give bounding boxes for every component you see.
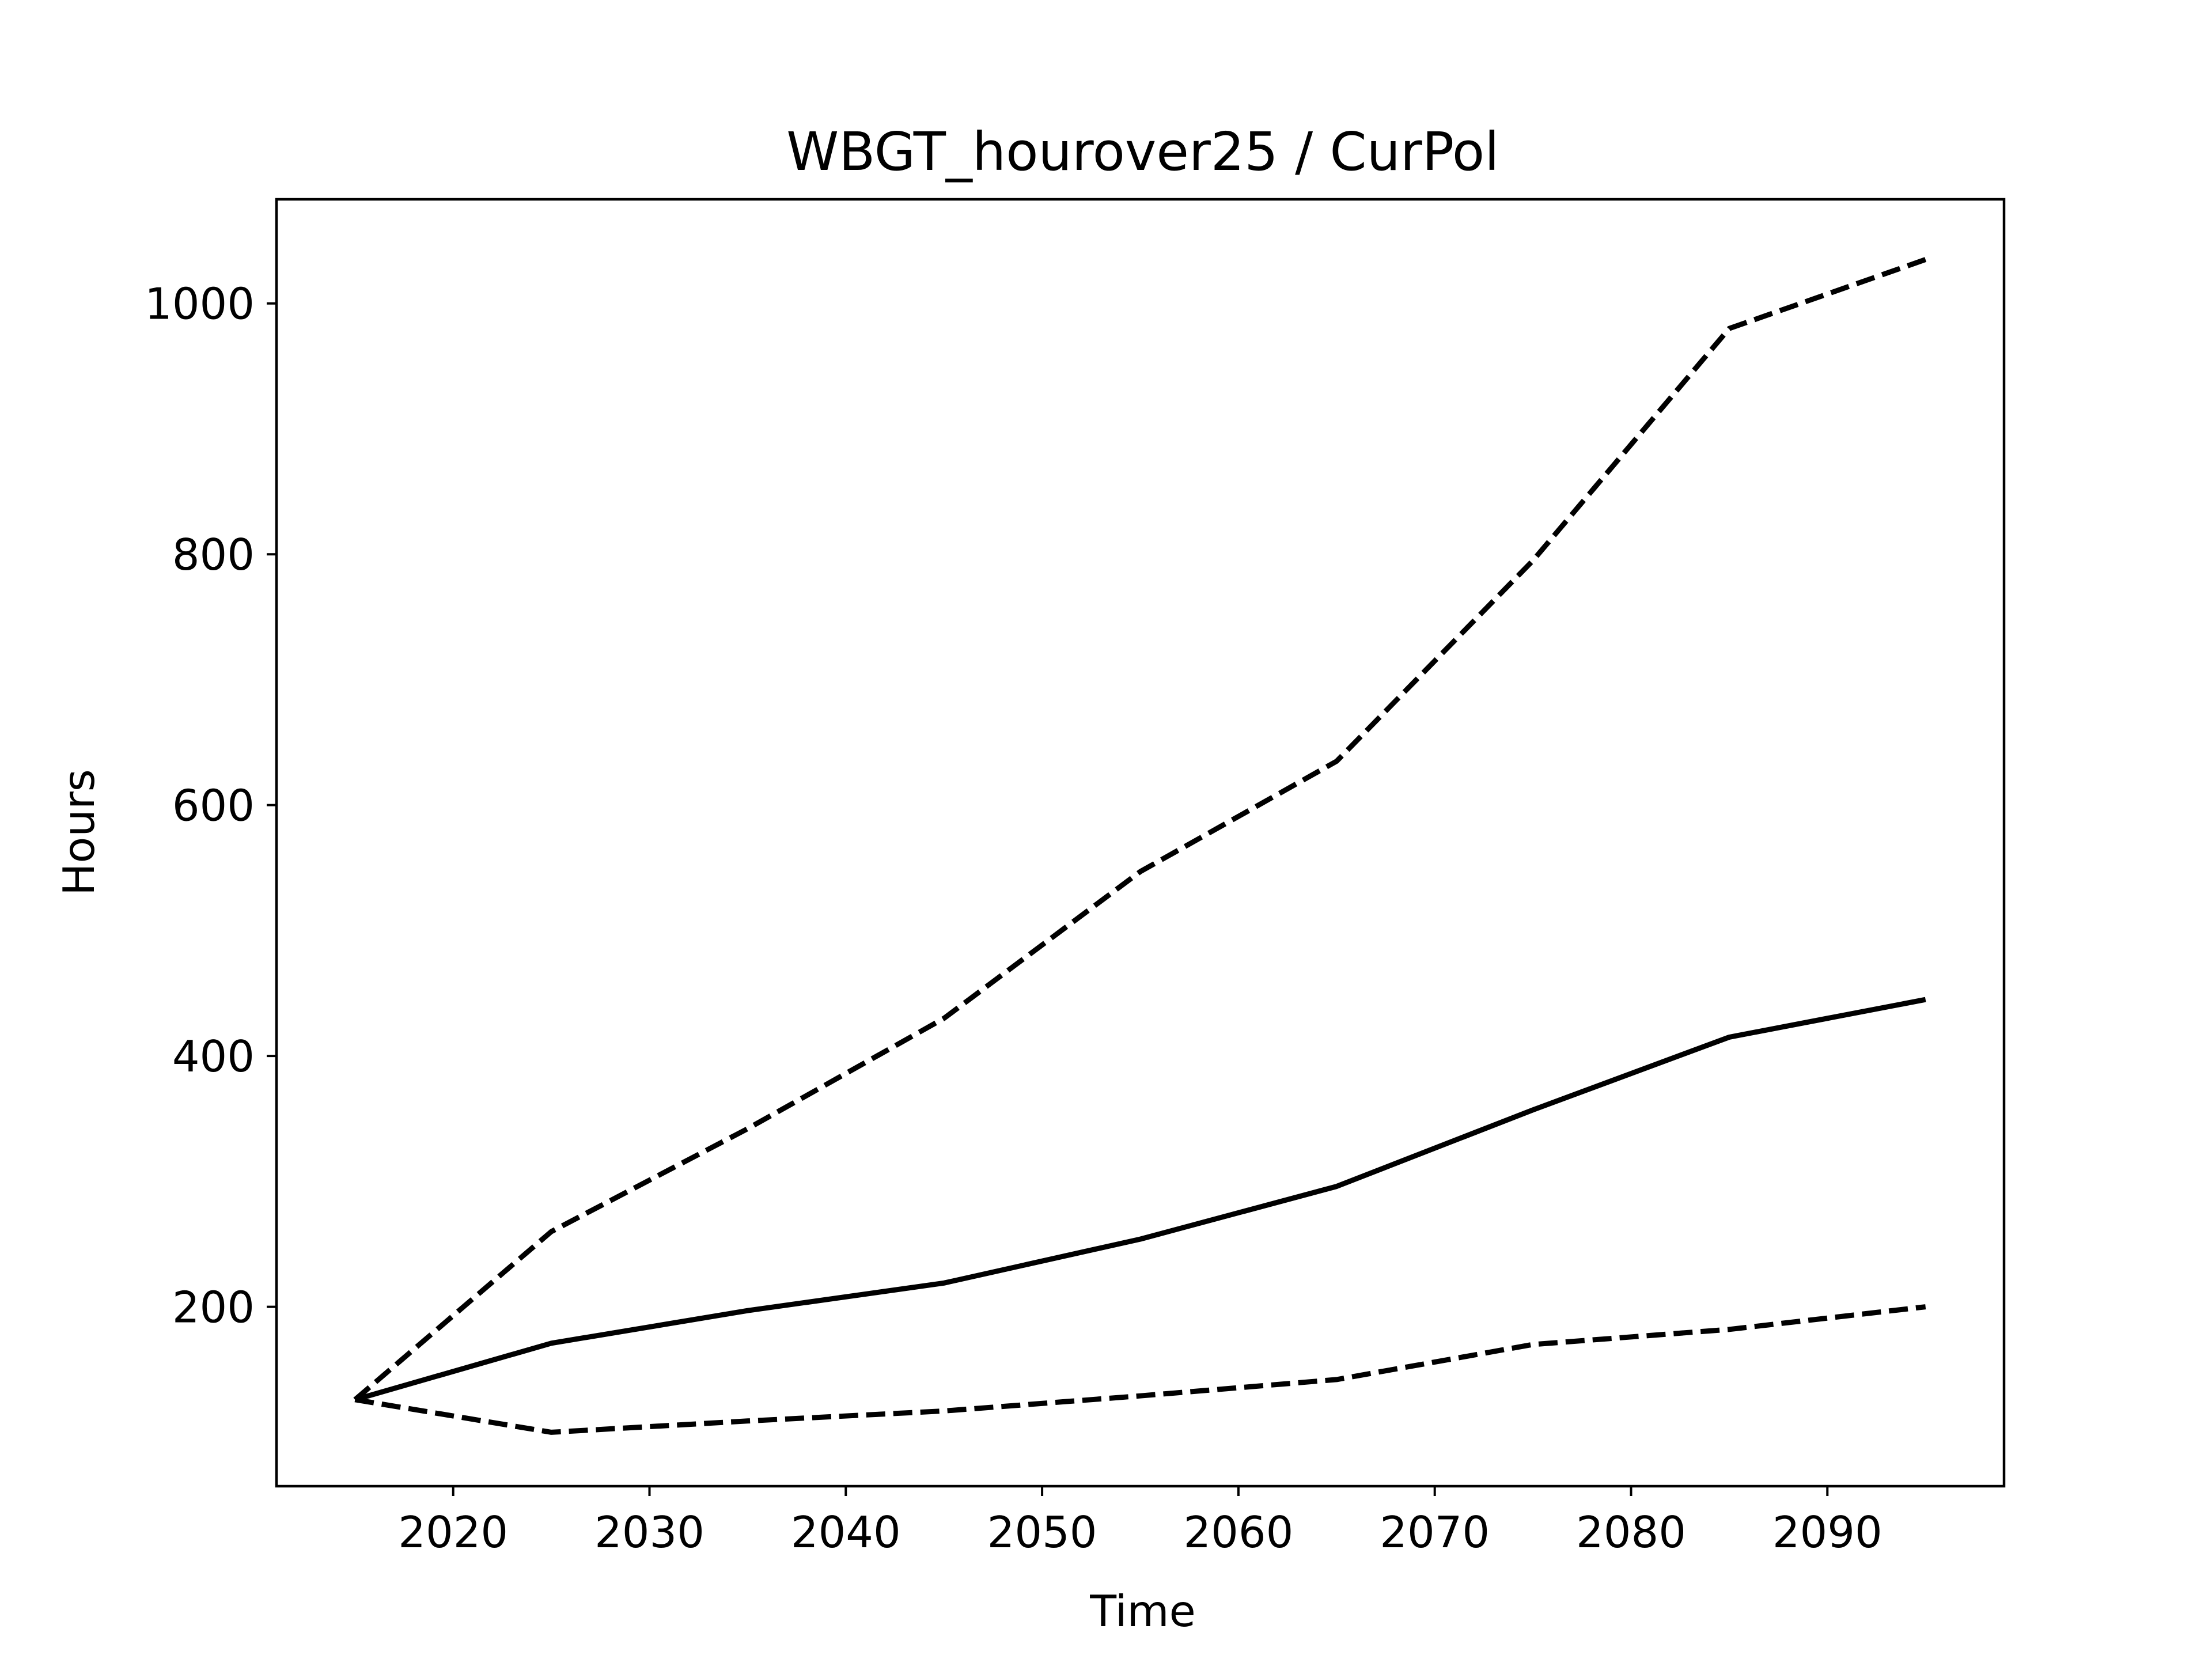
x-tick-label: 2080 — [1576, 1507, 1686, 1558]
y-axis-ticks: 200 400 600 800 1000 — [145, 279, 276, 1333]
x-tick-label: 2060 — [1183, 1507, 1293, 1558]
x-tick-label: 2040 — [791, 1507, 901, 1558]
x-axis-label: Time — [1089, 1586, 1196, 1637]
x-tick-label: 2070 — [1380, 1507, 1490, 1558]
y-tick-label: 400 — [172, 1031, 255, 1082]
y-tick-label: 1000 — [145, 279, 255, 329]
series-line-1 — [353, 257, 1927, 1402]
y-tick-label: 200 — [172, 1282, 255, 1333]
y-tick-label: 600 — [172, 781, 255, 831]
plot-area-frame — [275, 198, 2006, 1488]
y-tick-label: 800 — [172, 529, 255, 580]
series-line-3 — [354, 1304, 1926, 1435]
x-tick-label: 2030 — [594, 1507, 704, 1558]
series-layer — [353, 257, 1927, 1435]
x-tick-label: 2020 — [398, 1507, 508, 1558]
x-tick-label: 2090 — [1772, 1507, 1883, 1558]
series-line-2 — [354, 997, 1926, 1403]
y-axis-label: Hours — [54, 769, 104, 896]
chart-title: WBGT_hourover25 / CurPol — [786, 121, 1499, 183]
x-tick-label: 2050 — [987, 1507, 1097, 1558]
x-axis-ticks: 2020 2030 2040 2050 2060 2070 2080 2090 — [398, 1486, 1883, 1558]
